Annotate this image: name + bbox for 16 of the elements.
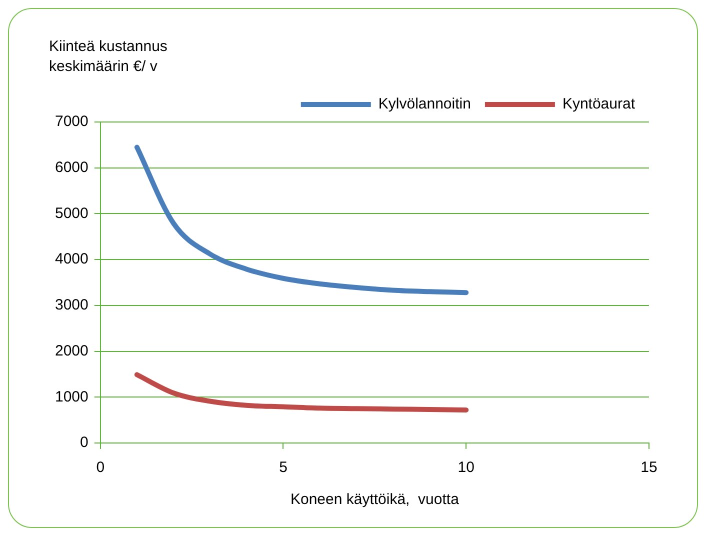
y-tick-label: 6000	[54, 159, 88, 176]
y-tick-label: 7000	[54, 113, 88, 130]
y-tick-label: 3000	[54, 296, 88, 314]
x-tick-label: 5	[279, 459, 288, 476]
y-tick-label: 1000	[54, 388, 88, 406]
y-tick-label: 2000	[54, 342, 88, 360]
x-tick-label: 0	[96, 459, 105, 476]
y-axis-title: Kiinteä kustannus keskimäärin €/ v	[49, 37, 168, 77]
x-tick-label: 10	[458, 459, 474, 476]
x-tick-label: 15	[640, 459, 658, 476]
legend-label: Kyntöaurat	[562, 96, 636, 113]
x-axis-title: Koneen käyttöikä, vuotta	[290, 491, 460, 508]
y-tick-label: 0	[80, 434, 88, 452]
y-tick-label: 5000	[54, 204, 88, 222]
y-tick-label: 4000	[54, 250, 88, 268]
legend-label: Kylvölannoitin	[378, 96, 471, 113]
